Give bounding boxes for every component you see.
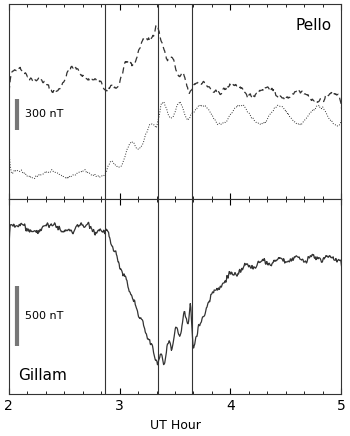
X-axis label: UT Hour: UT Hour [149,419,201,432]
Text: 300 nT: 300 nT [25,109,64,119]
Text: 500 nT: 500 nT [25,311,64,321]
Text: Pello: Pello [295,18,331,33]
Text: Gillam: Gillam [19,368,68,383]
